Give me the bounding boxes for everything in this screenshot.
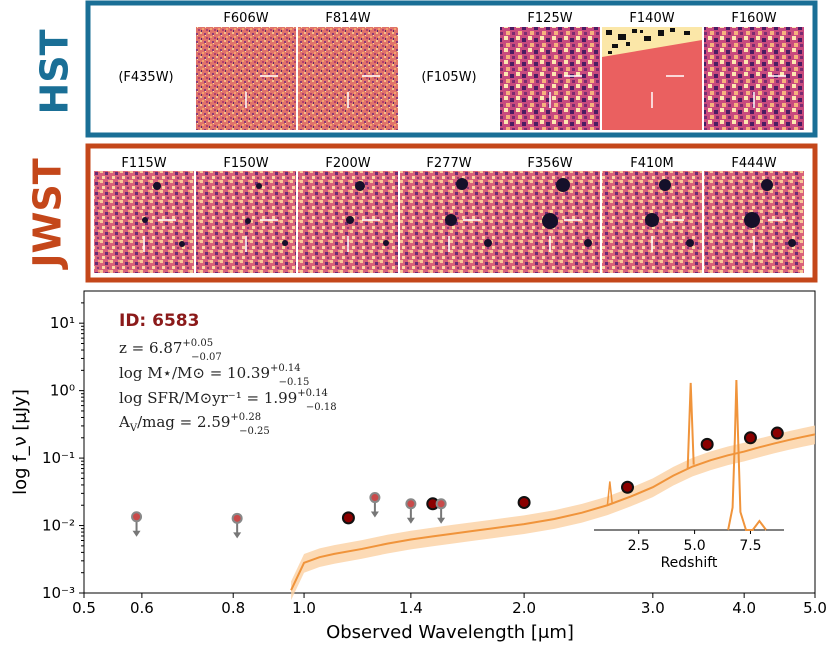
x-tick-label: 1.4 bbox=[399, 599, 423, 617]
cutout-f814w bbox=[298, 27, 398, 130]
y-tick-label: 10⁻³ bbox=[42, 584, 75, 602]
x-tick-label: 1.0 bbox=[292, 599, 316, 617]
sed-annotations: ID: 6583 z = 6.87+0.05 −0.07 log M⋆/M⊙ = … bbox=[118, 311, 337, 437]
hst-frame bbox=[85, 0, 818, 138]
pz-curve bbox=[727, 379, 767, 531]
hst-band-f105w-missing: (F105W) bbox=[421, 70, 476, 85]
hst-band-f160w: F160W bbox=[731, 11, 776, 26]
hst-crosshairs bbox=[245, 75, 786, 108]
sed-emission-line bbox=[686, 382, 695, 469]
hst-panel: HST F606W F814W F125W F140W F160W (F435W… bbox=[33, 0, 818, 138]
y-tick-label: 10⁻² bbox=[42, 517, 75, 535]
upper-limit-point bbox=[131, 511, 143, 523]
detection-point bbox=[621, 480, 635, 494]
y-tick-label: 10¹ bbox=[50, 314, 75, 332]
upper-limit-arrowhead bbox=[406, 517, 415, 524]
x-tick-label: 5.0 bbox=[803, 599, 827, 617]
jwst-band-titles: F115W F150W F200W F277W F356W F410M F444… bbox=[121, 156, 776, 171]
hst-band-f606w: F606W bbox=[223, 11, 268, 26]
hst-band-f435w-missing: (F435W) bbox=[118, 70, 173, 85]
upper-limit-point bbox=[231, 512, 243, 524]
upper-limit-arrowhead bbox=[437, 517, 446, 524]
jwst-band-f200w: F200W bbox=[325, 156, 370, 171]
hst-band-titles: F606W F814W F125W F140W F160W (F435W) (F… bbox=[118, 11, 776, 85]
x-tick-label: 0.6 bbox=[130, 599, 154, 617]
x-tick-label: 2.0 bbox=[512, 599, 536, 617]
sed-emission-line-2 bbox=[606, 481, 613, 506]
detection-point bbox=[770, 426, 784, 440]
jwst-label: JWST bbox=[26, 158, 70, 270]
jwst-band-f356w: F356W bbox=[527, 156, 572, 171]
cutout-f606w bbox=[196, 27, 296, 130]
y-tick-label: 10⁻¹ bbox=[42, 449, 75, 467]
detection-point bbox=[517, 495, 531, 509]
hst-band-f125w: F125W bbox=[527, 11, 572, 26]
inset-curve-layer bbox=[727, 379, 767, 531]
cutout-f125w bbox=[500, 27, 600, 130]
jwst-frame bbox=[85, 143, 818, 283]
sed-y-ticks: 10⁻³ 10⁻² 10⁻¹ 10⁰ 10¹ bbox=[42, 302, 84, 602]
sed-y-label: log f_ν [μJy] bbox=[10, 389, 31, 495]
sed-plot: 0.5 0.6 0.8 1.0 1.4 2.0 3.0 4.0 5.0 10⁻³ 10⁻² 10⁻¹… bbox=[10, 290, 827, 643]
sed-uncertainty-band bbox=[291, 425, 815, 601]
dust-annotation: AV/mag = 2.59+0.28 −0.25 bbox=[118, 412, 270, 437]
jwst-band-f410m: F410M bbox=[630, 156, 674, 171]
sed-x-ticks: 0.5 0.6 0.8 1.0 1.4 2.0 3.0 4.0 5.0 bbox=[72, 593, 827, 617]
inset-tick-label: 5.0 bbox=[683, 538, 705, 554]
upper-limit-point bbox=[369, 492, 381, 504]
detection-point bbox=[743, 431, 757, 445]
hst-band-f140w: F140W bbox=[629, 11, 674, 26]
sed-model-line bbox=[290, 433, 816, 591]
x-tick-label: 3.0 bbox=[641, 599, 665, 617]
jwst-band-f150w: F150W bbox=[223, 156, 268, 171]
jwst-band-f115w: F115W bbox=[121, 156, 166, 171]
x-tick-label: 0.8 bbox=[221, 599, 245, 617]
redshift-pdf-inset: 2.5 5.0 7.5 Redshift bbox=[594, 379, 784, 571]
jwst-sources bbox=[142, 178, 796, 247]
upper-limit-arrowhead bbox=[233, 532, 242, 539]
cutout-f160w bbox=[704, 27, 804, 130]
jwst-band-f444w: F444W bbox=[731, 156, 776, 171]
object-id: ID: 6583 bbox=[119, 311, 199, 331]
inset-tick-label: 7.5 bbox=[739, 538, 761, 554]
inset-x-ticks: 2.5 5.0 7.5 bbox=[628, 530, 762, 554]
jwst-panel: JWST F115W F150W F200W F277W F356W F410M… bbox=[26, 143, 818, 283]
sed-model-layer bbox=[290, 382, 816, 601]
inset-tick-label: 2.5 bbox=[628, 538, 650, 554]
upper-limit-point bbox=[435, 498, 447, 510]
sfr-annotation: log SFR/M⊙yr⁻¹ = 1.99+0.14 −0.18 bbox=[119, 388, 337, 413]
y-tick-label: 10⁰ bbox=[50, 382, 75, 400]
sed-points-layer bbox=[131, 426, 784, 539]
redshift-annotation: z = 6.87+0.05 −0.07 bbox=[119, 338, 222, 363]
sed-x-label: Observed Wavelength [μm] bbox=[326, 622, 574, 643]
upper-limit-point bbox=[405, 498, 417, 510]
jwst-band-f277w: F277W bbox=[426, 156, 471, 171]
detection-point bbox=[700, 437, 714, 451]
x-tick-label: 4.0 bbox=[732, 599, 756, 617]
upper-limit-arrowhead bbox=[132, 530, 141, 537]
hst-label: HST bbox=[33, 29, 77, 114]
detection-point bbox=[341, 511, 355, 525]
inset-x-label: Redshift bbox=[661, 555, 718, 571]
hst-cutouts bbox=[196, 27, 804, 130]
x-tick-label: 0.5 bbox=[72, 599, 96, 617]
stellar-mass-annotation: log M⋆/M⊙ = 10.39+0.14 −0.15 bbox=[119, 363, 309, 388]
hst-band-f814w: F814W bbox=[325, 11, 370, 26]
jwst-crosshairs bbox=[143, 219, 786, 252]
upper-limit-arrowhead bbox=[370, 511, 379, 518]
cutout-f140w bbox=[602, 27, 702, 130]
